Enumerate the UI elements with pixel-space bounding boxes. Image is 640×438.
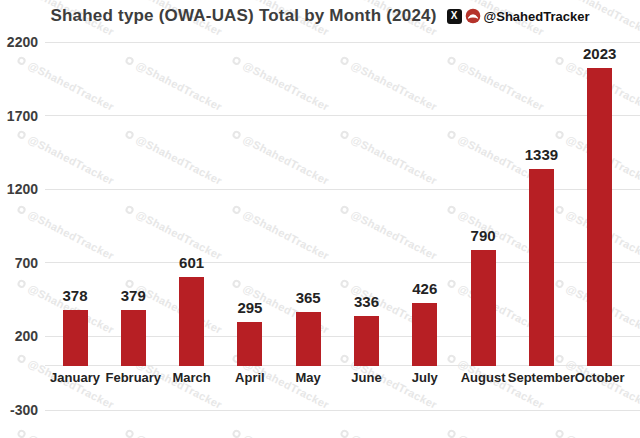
bar-value-label: 379 bbox=[88, 287, 178, 304]
bar-value-label: 790 bbox=[438, 227, 528, 244]
chart-header: Shahed type (OWA-UAS) Total by Month (20… bbox=[0, 6, 640, 26]
bar-january bbox=[63, 310, 88, 366]
chart-title: Shahed type (OWA-UAS) Total by Month (20… bbox=[51, 6, 437, 26]
attribution-badge: X @ShahedTracker bbox=[447, 8, 590, 24]
y-axis-tick-label: 700 bbox=[0, 255, 38, 271]
plot-area: 220017001200700200-300378January379Febru… bbox=[0, 0, 640, 438]
bar-april bbox=[237, 322, 262, 365]
bar-june bbox=[354, 316, 379, 365]
bar-may bbox=[296, 312, 321, 366]
bar-july bbox=[412, 303, 437, 366]
y-axis-tick-label: 1200 bbox=[0, 181, 38, 197]
y-axis-tick-label: 200 bbox=[0, 328, 38, 344]
chart-image: @ShahedTracker@ShahedTracker@ShahedTrack… bbox=[0, 0, 640, 438]
bar-march bbox=[179, 277, 204, 365]
y-axis-tick-label: -300 bbox=[0, 402, 38, 418]
gridline bbox=[45, 115, 640, 116]
gridline bbox=[45, 42, 640, 43]
x-axis-label: October bbox=[554, 370, 640, 386]
bar-value-label: 426 bbox=[380, 280, 470, 297]
bar-value-label: 2023 bbox=[555, 45, 640, 62]
bar-september bbox=[529, 169, 554, 366]
bar-october bbox=[587, 68, 612, 366]
bar-february bbox=[121, 310, 146, 366]
bar-value-label: 1339 bbox=[496, 146, 586, 163]
attribution-handle: @ShahedTracker bbox=[484, 9, 590, 24]
y-axis-tick-label: 1700 bbox=[0, 108, 38, 124]
shahed-drone-logo-icon bbox=[465, 8, 481, 24]
x-twitter-icon: X bbox=[447, 9, 462, 24]
bar-value-label: 601 bbox=[147, 254, 237, 271]
bar-august bbox=[471, 250, 496, 366]
gridline bbox=[45, 410, 640, 411]
y-axis-tick-label: 2200 bbox=[0, 34, 38, 50]
